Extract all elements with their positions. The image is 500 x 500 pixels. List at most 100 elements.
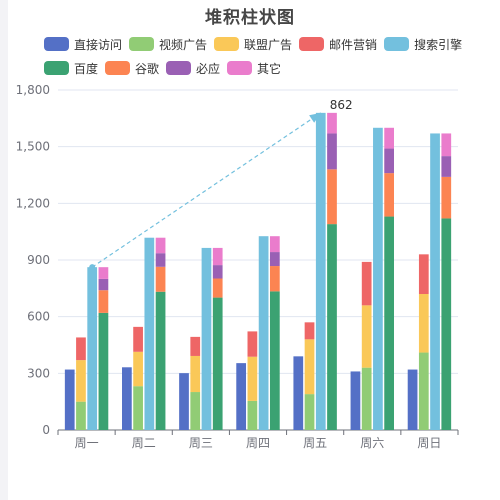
bar bbox=[327, 112, 337, 134]
bar bbox=[133, 386, 143, 430]
legend-label: 联盟广告 bbox=[244, 37, 293, 52]
bar bbox=[179, 373, 189, 430]
bar bbox=[361, 261, 372, 306]
bar bbox=[384, 216, 394, 430]
bar bbox=[212, 278, 223, 298]
bar bbox=[384, 173, 394, 217]
legend-item[interactable]: 视频广告 bbox=[129, 36, 207, 53]
bar bbox=[212, 297, 223, 430]
bar bbox=[76, 401, 86, 430]
y-tick-label: 1,800 bbox=[16, 83, 50, 97]
bar bbox=[190, 336, 201, 356]
legend-item[interactable]: 百度 bbox=[44, 60, 98, 77]
y-tick-label: 1,500 bbox=[16, 140, 50, 154]
annotation-arrowhead bbox=[309, 112, 321, 123]
bar bbox=[315, 112, 326, 430]
legend-swatch bbox=[44, 61, 69, 75]
x-tick-label: 周四 bbox=[246, 436, 270, 450]
bar bbox=[155, 237, 166, 254]
bar bbox=[64, 369, 75, 430]
legend-label: 谷歌 bbox=[135, 61, 160, 76]
y-tick-label: 1,200 bbox=[16, 196, 50, 210]
bar bbox=[98, 267, 109, 279]
bar bbox=[98, 278, 109, 291]
bar bbox=[293, 356, 304, 430]
bar bbox=[304, 394, 315, 430]
bar bbox=[441, 218, 452, 430]
bar bbox=[327, 133, 337, 170]
bar bbox=[304, 322, 315, 340]
legend-label: 百度 bbox=[74, 61, 99, 76]
bar bbox=[350, 371, 361, 430]
bar bbox=[327, 224, 337, 430]
bar bbox=[247, 400, 258, 430]
bar bbox=[155, 253, 166, 267]
bar bbox=[441, 133, 452, 157]
bar bbox=[384, 127, 394, 149]
bar bbox=[361, 367, 372, 430]
bar bbox=[269, 291, 280, 430]
legend-item[interactable]: 必应 bbox=[166, 60, 220, 77]
bar bbox=[155, 266, 166, 292]
legend-item[interactable]: 联盟广告 bbox=[214, 36, 292, 53]
legend-item[interactable]: 谷歌 bbox=[105, 60, 159, 77]
left-strip bbox=[0, 0, 8, 500]
x-tick-label: 周一 bbox=[75, 436, 99, 450]
bar bbox=[247, 331, 258, 357]
legend-swatch bbox=[384, 37, 410, 51]
bar bbox=[441, 176, 452, 219]
x-tick-label: 周日 bbox=[417, 436, 441, 450]
y-tick-label: 900 bbox=[27, 253, 50, 267]
legend-label: 搜索引擎 bbox=[414, 37, 463, 52]
chart-title: 堆积柱状图 bbox=[205, 8, 295, 28]
bar bbox=[247, 356, 258, 401]
bar bbox=[384, 148, 394, 174]
bar bbox=[133, 351, 143, 387]
bar bbox=[212, 265, 223, 279]
bar bbox=[258, 236, 269, 430]
legend-swatch bbox=[227, 61, 253, 75]
legend-label: 邮件营销 bbox=[329, 37, 378, 52]
legend-swatch bbox=[105, 61, 131, 75]
bar bbox=[418, 254, 429, 294]
legend-swatch bbox=[44, 37, 69, 51]
x-tick-label: 周三 bbox=[189, 436, 213, 450]
bar bbox=[373, 127, 383, 431]
annotation-start-point bbox=[89, 264, 96, 271]
legend-swatch bbox=[299, 37, 325, 51]
bar bbox=[418, 294, 429, 353]
bar bbox=[190, 392, 201, 430]
legend-item[interactable]: 直接访问 bbox=[44, 36, 122, 53]
bar bbox=[76, 360, 86, 402]
bar bbox=[407, 369, 418, 430]
legend-item[interactable]: 搜索引擎 bbox=[384, 36, 462, 53]
x-tick-label: 周五 bbox=[303, 436, 327, 450]
bar bbox=[76, 337, 86, 361]
bar bbox=[269, 236, 280, 253]
bar bbox=[269, 266, 280, 292]
legend-label: 视频广告 bbox=[159, 37, 208, 52]
bar bbox=[98, 312, 109, 430]
bar bbox=[133, 326, 143, 352]
legend-row: 直接访问 视频广告 联盟广告 邮件营销 搜索引擎 bbox=[44, 32, 484, 56]
legend-item[interactable]: 邮件营销 bbox=[299, 36, 377, 53]
bar bbox=[430, 133, 440, 430]
bar bbox=[144, 237, 155, 430]
bar bbox=[201, 247, 212, 430]
bar bbox=[190, 355, 201, 393]
legend-label: 必应 bbox=[196, 61, 221, 76]
x-tick-label: 周六 bbox=[360, 436, 384, 450]
legend-swatch bbox=[166, 61, 192, 75]
bar bbox=[361, 305, 372, 368]
bar bbox=[87, 267, 98, 430]
legend-label: 其它 bbox=[257, 61, 282, 76]
legend-swatch bbox=[129, 37, 155, 51]
legend-swatch bbox=[214, 37, 240, 51]
bar bbox=[441, 156, 452, 177]
legend-item[interactable]: 其它 bbox=[227, 60, 281, 77]
bar bbox=[327, 169, 337, 225]
bar bbox=[155, 291, 166, 430]
annotation-label: 862 bbox=[330, 98, 353, 112]
bar bbox=[236, 363, 247, 430]
